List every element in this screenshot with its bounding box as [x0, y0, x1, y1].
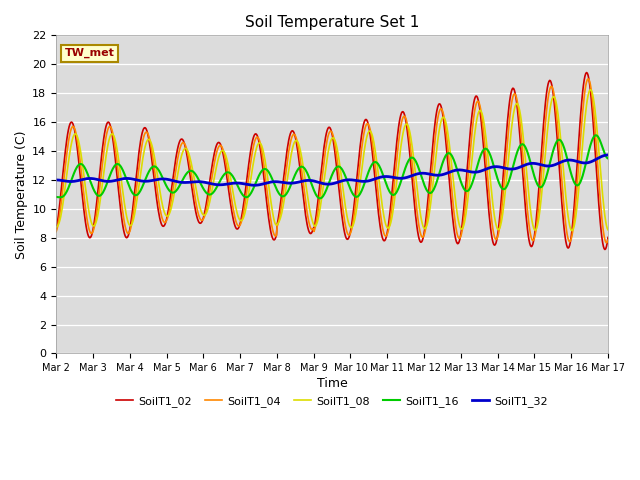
Legend: SoilT1_02, SoilT1_04, SoilT1_08, SoilT1_16, SoilT1_32: SoilT1_02, SoilT1_04, SoilT1_08, SoilT1_…	[111, 392, 553, 411]
SoilT1_32	[250, 182, 258, 188]
SoilT1_08	[204, 205, 212, 211]
Line: SoilT1_08: SoilT1_08	[56, 90, 608, 231]
SoilT1_08	[62, 177, 70, 183]
SoilT1_32	[175, 179, 183, 185]
SoilT1_32	[52, 177, 60, 183]
Y-axis label: Soil Temperature (C): Soil Temperature (C)	[15, 130, 28, 259]
Title: Soil Temperature Set 1: Soil Temperature Set 1	[245, 15, 419, 30]
SoilT1_02	[601, 247, 609, 252]
Text: TW_met: TW_met	[65, 48, 115, 59]
SoilT1_08	[586, 87, 594, 93]
SoilT1_02	[415, 236, 423, 242]
SoilT1_32	[604, 152, 612, 158]
SoilT1_16	[604, 156, 612, 161]
SoilT1_02	[175, 141, 183, 146]
SoilT1_02	[119, 224, 127, 229]
SoilT1_04	[399, 114, 407, 120]
SoilT1_08	[415, 203, 423, 209]
SoilT1_16	[400, 169, 408, 175]
Line: SoilT1_16: SoilT1_16	[56, 135, 608, 198]
SoilT1_16	[119, 168, 127, 173]
SoilT1_32	[62, 178, 70, 184]
SoilT1_32	[400, 175, 408, 181]
SoilT1_16	[592, 132, 600, 138]
SoilT1_04	[603, 240, 611, 246]
SoilT1_16	[175, 184, 183, 190]
SoilT1_02	[62, 142, 70, 147]
SoilT1_04	[52, 229, 60, 235]
SoilT1_32	[416, 170, 424, 176]
SoilT1_04	[62, 156, 70, 162]
SoilT1_04	[175, 149, 183, 155]
SoilT1_04	[584, 76, 592, 82]
SoilT1_04	[604, 237, 612, 243]
SoilT1_02	[582, 70, 590, 75]
SoilT1_04	[415, 225, 423, 230]
SoilT1_08	[175, 164, 183, 170]
X-axis label: Time: Time	[317, 377, 348, 390]
SoilT1_32	[204, 180, 212, 186]
SoilT1_16	[62, 190, 70, 195]
SoilT1_16	[316, 195, 324, 201]
SoilT1_04	[119, 210, 127, 216]
SoilT1_08	[119, 190, 127, 195]
SoilT1_08	[568, 228, 576, 234]
SoilT1_16	[52, 194, 60, 200]
SoilT1_04	[204, 198, 212, 204]
SoilT1_02	[399, 109, 407, 115]
SoilT1_08	[399, 130, 407, 136]
SoilT1_02	[204, 190, 212, 195]
SoilT1_32	[119, 176, 127, 181]
SoilT1_02	[604, 235, 612, 240]
SoilT1_16	[416, 169, 424, 175]
Line: SoilT1_32: SoilT1_32	[56, 155, 608, 185]
Line: SoilT1_04: SoilT1_04	[56, 79, 608, 243]
Line: SoilT1_02: SoilT1_02	[56, 72, 608, 250]
SoilT1_02	[52, 227, 60, 233]
SoilT1_08	[52, 224, 60, 230]
SoilT1_16	[204, 192, 212, 197]
SoilT1_08	[604, 227, 612, 233]
